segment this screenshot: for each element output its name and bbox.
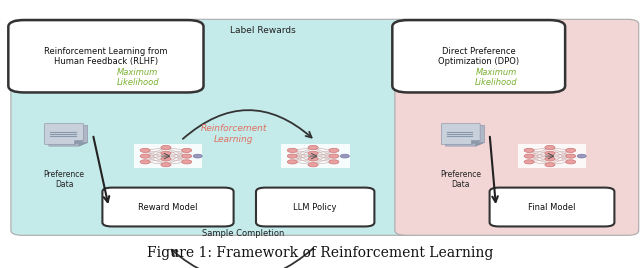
Polygon shape (49, 125, 88, 146)
FancyBboxPatch shape (395, 19, 639, 235)
Text: Direct Preference
Optimization (DPO): Direct Preference Optimization (DPO) (438, 47, 519, 66)
Circle shape (566, 154, 576, 158)
Circle shape (140, 154, 150, 158)
Circle shape (161, 157, 171, 161)
Circle shape (545, 151, 555, 155)
Circle shape (161, 163, 171, 167)
Circle shape (287, 154, 298, 158)
Circle shape (140, 148, 150, 152)
Circle shape (140, 160, 150, 164)
Text: Final Model: Final Model (528, 203, 576, 211)
Text: Reward Model: Reward Model (138, 203, 198, 211)
Circle shape (566, 160, 576, 164)
Text: Reinforcement
Learning: Reinforcement Learning (200, 124, 267, 144)
Polygon shape (471, 141, 480, 144)
Polygon shape (45, 124, 83, 144)
Circle shape (577, 154, 586, 158)
FancyBboxPatch shape (134, 144, 202, 168)
Circle shape (308, 146, 318, 150)
Text: Label Rewards: Label Rewards (230, 26, 295, 35)
Circle shape (545, 157, 555, 161)
Circle shape (329, 148, 339, 152)
Circle shape (161, 146, 171, 150)
Text: Figure 1: Framework of Reinforcement Learning: Figure 1: Framework of Reinforcement Lea… (147, 246, 493, 260)
Circle shape (329, 160, 339, 164)
Text: Maximum
Likelihood: Maximum Likelihood (475, 68, 517, 87)
FancyBboxPatch shape (8, 20, 204, 92)
Circle shape (329, 154, 339, 158)
Text: Maximum
Likelihood: Maximum Likelihood (116, 68, 159, 87)
Circle shape (524, 148, 534, 152)
Text: Preference
Data: Preference Data (44, 170, 84, 189)
Text: Sample Completion: Sample Completion (202, 229, 284, 238)
Text: LLM Policy: LLM Policy (294, 203, 337, 211)
Circle shape (340, 154, 349, 158)
Circle shape (287, 148, 298, 152)
Circle shape (161, 151, 171, 155)
Circle shape (182, 154, 192, 158)
FancyBboxPatch shape (102, 188, 234, 226)
Circle shape (287, 160, 298, 164)
Circle shape (182, 148, 192, 152)
Circle shape (545, 146, 555, 150)
Circle shape (524, 154, 534, 158)
Circle shape (308, 163, 318, 167)
Text: Reinforcement Learning from
Human Feedback (RLHF): Reinforcement Learning from Human Feedba… (44, 47, 168, 66)
Circle shape (545, 163, 555, 167)
FancyBboxPatch shape (281, 144, 349, 168)
Circle shape (193, 154, 202, 158)
FancyBboxPatch shape (490, 188, 614, 226)
Text: Preference
Data: Preference Data (440, 170, 481, 189)
Circle shape (182, 160, 192, 164)
Circle shape (308, 151, 318, 155)
Polygon shape (476, 142, 484, 146)
Polygon shape (445, 125, 484, 146)
Polygon shape (74, 141, 83, 144)
Polygon shape (442, 124, 480, 144)
FancyBboxPatch shape (11, 19, 415, 235)
FancyBboxPatch shape (518, 144, 586, 168)
FancyBboxPatch shape (256, 188, 374, 226)
Circle shape (308, 157, 318, 161)
Circle shape (524, 160, 534, 164)
FancyBboxPatch shape (392, 20, 565, 92)
Circle shape (566, 148, 576, 152)
Polygon shape (79, 142, 88, 146)
